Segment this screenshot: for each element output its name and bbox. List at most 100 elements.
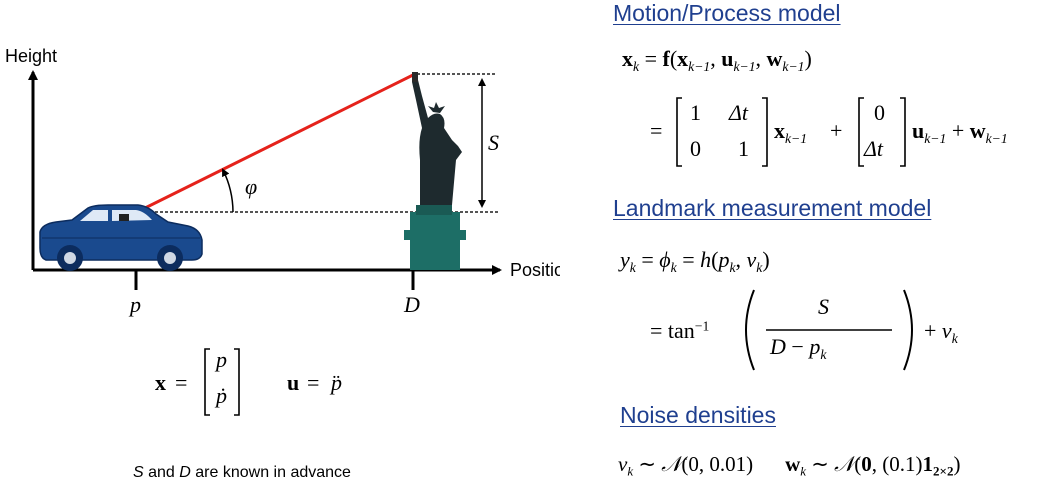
note-rest: are known in advance [190,464,351,481]
den-k: k [820,346,827,362]
p-tick-label: p [128,292,141,317]
lm-comma: , [735,247,747,272]
landmark-model-equation: yk = ϕk = h(pk, vk) [620,247,770,276]
noise-densities-equation: vk ∼ 𝒩(0, 0.01) wk ∼ 𝒩(0, (0.1)12×2) [618,452,960,480]
mm-eq: = [644,46,657,71]
mm2-eq: = [650,118,663,143]
lm2-plus: + [924,318,942,343]
noise-close: ) [953,452,961,476]
lm2-inv: −1 [694,318,710,334]
position-axis-label: Position [510,260,560,280]
mm-km1c: k−1 [782,58,805,74]
mm2-km1b: k−1 [924,130,947,146]
lm-eq2: = [676,247,701,272]
noise-sim1: ∼ [633,452,662,476]
noise-one: 1 [922,452,934,476]
normal-symbol-2: 𝒩 [834,452,855,476]
lm2-k: k [951,330,958,346]
matrix-a12: Δt [729,100,749,125]
lm2-tan: = tan [650,318,695,343]
lm-k2: k [670,259,677,275]
line-of-sight [136,72,416,214]
matrix-b2: Δt [864,136,884,161]
normal-symbol-1: 𝒩 [661,452,682,476]
state-vector-brackets [204,348,240,416]
statue-landmark-icon [404,72,466,270]
transition-matrix-brackets [676,97,768,167]
den-p: p [809,334,821,359]
mm-open: ( [669,46,678,71]
matrix-a11: 1 [690,100,701,125]
note-s: S [133,464,144,481]
lm-eq1: = [635,247,660,272]
noise-sim2: ∼ [806,452,835,476]
lm-close: ) [762,247,770,272]
car-landmark-diagram: Height Position p D S φ [5,46,560,317]
noise-zero: 0 [861,452,872,476]
matrix-b1: 0 [874,100,885,125]
s-label: S [488,130,499,155]
input-equals-sign: = [307,370,320,395]
mm2-w: w [969,118,986,143]
lm-h: h [700,247,712,272]
lm-k3: k [729,259,736,275]
state-vector-position: p [216,347,227,372]
input-symbol: u [287,370,300,395]
fraction-parentheses [745,289,913,371]
noise-k: k [627,463,634,479]
den-minus: − [785,334,810,359]
noise-v: v [618,452,628,476]
mm-comma2: , [755,46,767,71]
mm-w: w [766,46,783,71]
mm2-km1: k−1 [785,130,808,146]
phi-angle-arc [222,168,234,213]
noise-open: ( [854,452,862,476]
mm-km1b: k−1 [733,58,756,74]
matrix-a21: 0 [690,136,701,161]
note-d: D [179,464,191,481]
mm-comma: , [710,46,722,71]
lm-v: v [746,247,757,272]
mm-u: u [721,46,734,71]
phi-label: φ [245,174,257,199]
lm-y: y [620,247,630,272]
equals-sign: = [175,370,188,395]
mm-x2: x [677,46,689,71]
state-vector-symbol: x [155,370,166,395]
noise-densities-heading: Noise densities [620,402,776,428]
d-tick-label: D [403,292,420,317]
motion-model-matrix-equation: = 1 Δt 0 1 xk−1 + 0 Δt uk−1 + wk−1 [650,96,1055,170]
noise-k2: k [800,463,807,479]
lm-open: ( [711,247,719,272]
landmark-model-heading: Landmark measurement model [613,195,932,221]
mm2-plus: + [830,118,843,143]
noise-mid: , (0.1) [871,452,923,476]
mm2-km1c: k−1 [985,130,1008,146]
known-in-advance-note: S and D are known in advance [133,464,351,482]
lm-p: p [718,247,730,272]
den-d: D [770,334,786,359]
motion-model-equation: xk = f(xk−1, uk−1, wk−1) [622,46,812,75]
state-vector-velocity: ṗ [216,383,227,408]
lm-k: k [629,259,636,275]
input-acceleration: p̈ [331,370,342,395]
mm2-x: x [774,118,785,143]
car-icon [39,204,203,271]
noise-sub2: 2×2 [933,463,954,479]
noise-args1: (0, 0.01) [681,452,754,476]
landmark-arctan-equation: = tan−1 S D − pk + vk [650,288,958,372]
matrix-a22: 1 [738,136,749,161]
lm-k4: k [756,259,763,275]
mm-x: x [622,46,633,71]
input-matrix-brackets [858,97,906,167]
motion-model-heading: Motion/Process model [613,0,841,26]
mm-km1: k−1 [688,58,711,74]
fraction-numerator: S [818,294,829,319]
lm2-v: v [941,318,952,343]
mm2-plus2: + [946,118,970,143]
noise-w: w [785,452,801,476]
mm-k: k [633,58,640,74]
height-axis-label: Height [5,46,57,66]
note-and: and [143,464,180,481]
mm2-u: u [912,118,925,143]
